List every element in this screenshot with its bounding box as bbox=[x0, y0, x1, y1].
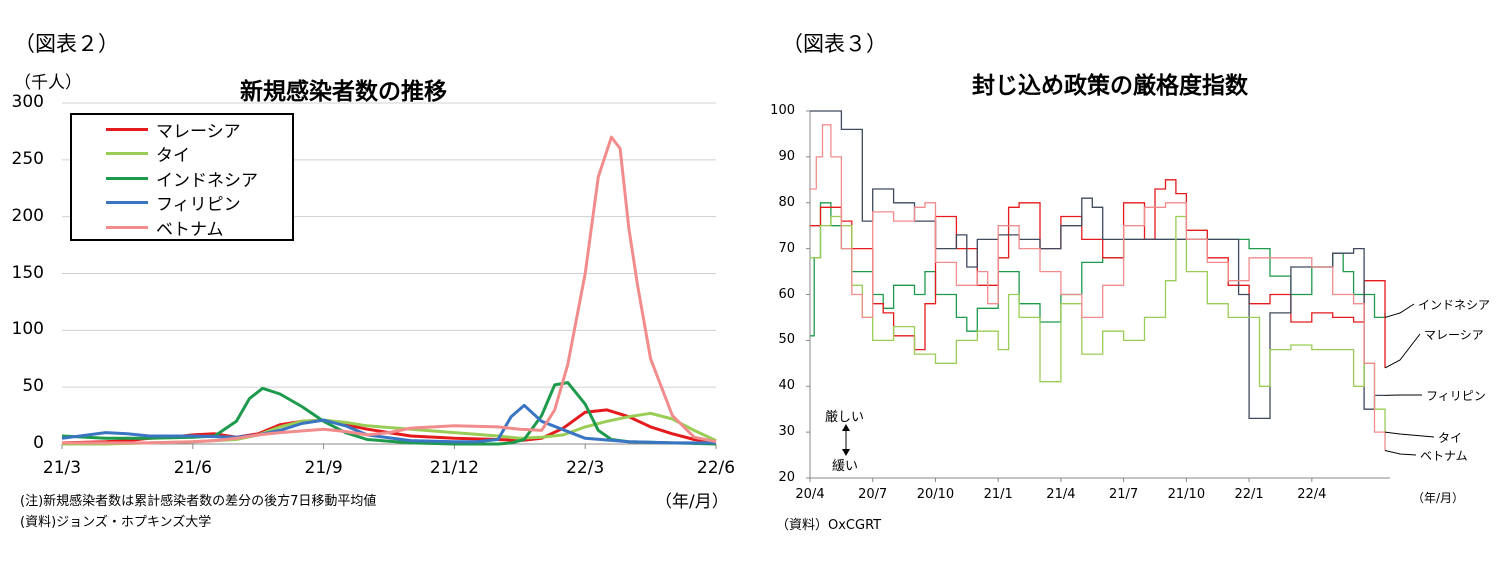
right-panel-label: （図表３） bbox=[782, 32, 887, 56]
left-x-tick: 21/3 bbox=[42, 458, 82, 478]
left-chart-title: 新規感染者数の推移 bbox=[240, 79, 447, 105]
right-x-tick: 21/1 bbox=[983, 487, 1013, 502]
left-y-tick: 300 bbox=[11, 92, 44, 112]
left-y-tick: 100 bbox=[11, 319, 44, 340]
legend-label: ベトナム bbox=[156, 219, 224, 240]
right-y-tick: 70 bbox=[778, 240, 795, 256]
right-y-tick: 30 bbox=[778, 424, 795, 440]
right-series-line-3 bbox=[810, 215, 1386, 433]
left-series-line-4 bbox=[62, 135, 717, 445]
annotation-label: ベトナム bbox=[1420, 449, 1468, 463]
annotation-label: タイ bbox=[1438, 431, 1463, 445]
left-legend: マレーシアタイインドネシア フィリピンベトナム bbox=[70, 113, 294, 241]
right-x-tick: 20/4 bbox=[795, 487, 825, 502]
legend-swatch bbox=[106, 225, 148, 229]
right-chart-title: 封じ込め政策の厳格度指数 bbox=[972, 73, 1248, 99]
annotation-label: マレーシア bbox=[1424, 328, 1484, 342]
left-note: (注)新規感染者数は累計感染者数の差分の後方7日移動平均値 bbox=[20, 494, 377, 509]
legend-label: タイ bbox=[156, 146, 190, 166]
right-series-line-2 bbox=[810, 110, 1385, 420]
left-y-tick: 50 bbox=[22, 376, 44, 397]
left-y-tick: 200 bbox=[11, 205, 44, 226]
legend-item: ベトナム bbox=[72, 215, 224, 240]
legend-label: インドネシア bbox=[156, 170, 258, 191]
left-y-unit: （千人） bbox=[14, 73, 82, 93]
left-x-tick: 21/9 bbox=[304, 458, 343, 478]
annotation-label: インドネシア bbox=[1418, 298, 1491, 312]
legend-label: フィリピン bbox=[156, 195, 241, 215]
left-source: (資料)ジョンズ・ホプキンズ大学 bbox=[20, 515, 212, 530]
annotation-leader-1 bbox=[1384, 333, 1421, 369]
strict-label: 厳しい bbox=[825, 410, 865, 425]
legend-swatch bbox=[106, 201, 148, 204]
right-x-tick: 22/1 bbox=[1234, 487, 1264, 502]
annotation-leader-4 bbox=[1384, 449, 1417, 456]
right-x-tick: 20/10 bbox=[916, 487, 955, 502]
legend-item: タイ bbox=[72, 142, 190, 166]
left-y-tick: 250 bbox=[11, 148, 44, 169]
legend-item: インドネシア bbox=[72, 166, 258, 191]
right-series-line-0 bbox=[810, 202, 1386, 337]
right-series-line-4 bbox=[810, 124, 1386, 451]
right-x-tick: 21/4 bbox=[1046, 487, 1076, 502]
annotation-leader-3 bbox=[1384, 431, 1435, 438]
severity-arrow-down bbox=[842, 449, 850, 456]
left-panel-label: （図表２） bbox=[14, 32, 119, 56]
right-x-tick: 21/7 bbox=[1109, 487, 1139, 502]
severity-arrow-up bbox=[842, 424, 850, 431]
right-x-tick: 22/4 bbox=[1297, 487, 1327, 502]
left-x-unit: （年/月） bbox=[655, 492, 729, 512]
right-x-unit: （年/月） bbox=[1412, 491, 1465, 505]
right-series-line-1 bbox=[810, 179, 1386, 368]
right-x-tick: 21/10 bbox=[1167, 487, 1206, 502]
legend-label: マレーシア bbox=[156, 121, 241, 142]
lenient-label: 緩い bbox=[832, 459, 859, 474]
right-y-tick: 40 bbox=[778, 378, 795, 394]
right-y-tick: 80 bbox=[778, 194, 795, 210]
right-y-tick: 50 bbox=[778, 332, 795, 348]
left-y-tick: 150 bbox=[11, 262, 44, 283]
left-x-tick: 21/6 bbox=[173, 458, 212, 478]
left-series-line-2 bbox=[61, 381, 717, 446]
left-y-tick: 0 bbox=[33, 433, 44, 453]
legend-item: マレーシア bbox=[72, 117, 241, 142]
left-x-tick: 21/12 bbox=[429, 458, 479, 478]
left-x-tick: 22/6 bbox=[696, 458, 736, 478]
annotation-label: フィリピン bbox=[1426, 389, 1486, 403]
right-y-tick: 60 bbox=[778, 286, 795, 302]
left-x-tick: 22/3 bbox=[566, 458, 605, 478]
right-x-tick: 20/7 bbox=[858, 487, 888, 502]
left-series-line-3 bbox=[61, 403, 716, 445]
right-source: （資料）OxCGRT bbox=[776, 518, 882, 533]
right-y-tick: 20 bbox=[778, 470, 795, 485]
legend-swatch bbox=[106, 152, 148, 155]
legend-swatch bbox=[106, 127, 148, 131]
annotation-leader-0 bbox=[1384, 303, 1415, 318]
right-y-tick: 100 bbox=[770, 103, 795, 118]
legend-swatch bbox=[106, 176, 148, 180]
legend-item: フィリピン bbox=[72, 191, 241, 215]
right-y-tick: 90 bbox=[778, 148, 795, 164]
